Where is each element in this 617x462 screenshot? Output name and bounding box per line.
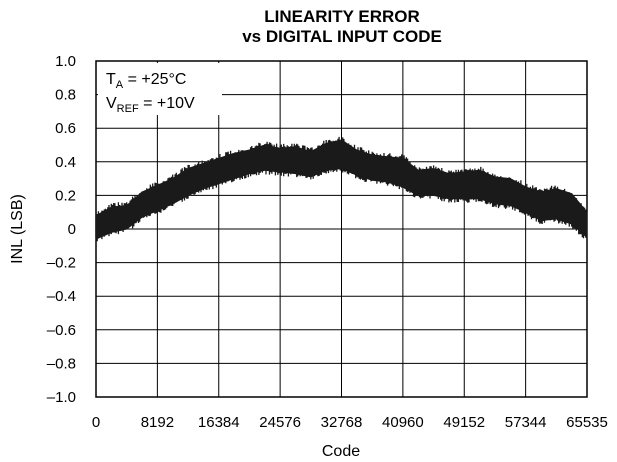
x-tick-label: 40960 <box>382 414 424 431</box>
y-tick-label: –0.4 <box>47 288 76 305</box>
x-tick-label: 49152 <box>443 414 485 431</box>
x-tick-label: 32768 <box>321 414 363 431</box>
x-tick-label: 57344 <box>505 414 547 431</box>
chart-title-line2: vs DIGITAL INPUT CODE <box>242 27 442 46</box>
y-tick-label: –0.8 <box>47 355 76 372</box>
annotation-ta: TA = +25°C <box>106 71 186 91</box>
x-tick-label: 8192 <box>141 414 174 431</box>
y-tick-label: 0.2 <box>55 187 76 204</box>
x-tick-label: 24576 <box>259 414 301 431</box>
y-axis-label: INL (LSB) <box>9 194 26 264</box>
annotation-vref: VREF = +10V <box>106 95 195 115</box>
y-tick-label: 1.0 <box>55 53 76 70</box>
y-tick-label: 0 <box>68 221 76 238</box>
x-tick-label: 0 <box>92 414 100 431</box>
y-tick-label: 0.4 <box>55 154 76 171</box>
x-axis-ticks: 0 8192 16384 24576 32768 40960 49152 57344 65535 <box>92 414 608 431</box>
y-tick-label: –0.2 <box>47 255 76 272</box>
x-axis-label: Code <box>322 443 360 460</box>
chart-title-line1: LINEARITY ERROR <box>264 7 420 26</box>
series-trace <box>95 136 587 242</box>
y-tick-label: 0.8 <box>55 87 76 104</box>
y-tick-label: –0.6 <box>47 322 76 339</box>
annotation-box <box>98 63 222 115</box>
plot-area <box>95 136 588 242</box>
y-tick-label: –1.0 <box>47 389 76 406</box>
y-tick-label: 0.6 <box>55 120 76 137</box>
y-axis-ticks: 1.0 0.8 0.6 0.4 0.2 0 –0.2 –0.4 –0.6 –0.8 –1.0 <box>47 53 76 406</box>
x-tick-label: 65535 <box>566 414 608 431</box>
x-tick-label: 16384 <box>198 414 240 431</box>
